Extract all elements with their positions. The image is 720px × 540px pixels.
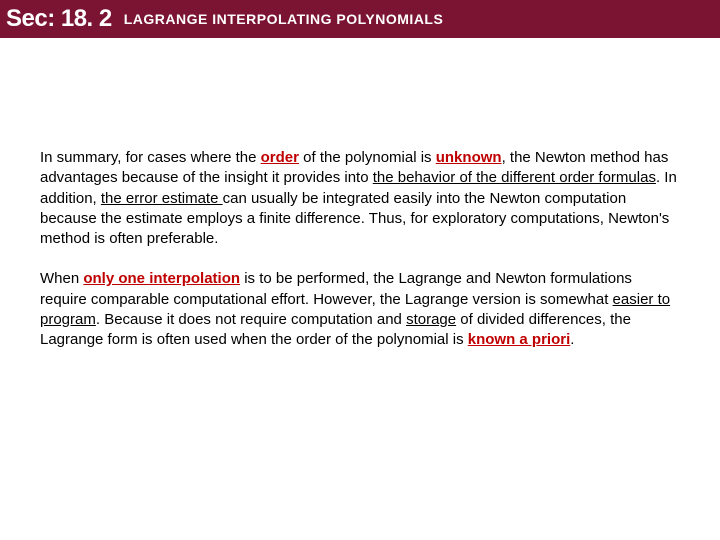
text-run: of the polynomial is: [299, 149, 436, 166]
slide-header: Sec: 18. 2 LAGRANGE INTERPOLATING POLYNO…: [0, 0, 720, 38]
highlight-known-apriori: known a priori: [468, 331, 571, 348]
highlight-only-one: only one interpolation: [83, 270, 240, 287]
highlight-order: order: [261, 149, 299, 166]
text-run: .: [570, 331, 574, 348]
paragraph-summary: In summary, for cases where the order of…: [40, 148, 680, 249]
slide-title: LAGRANGE INTERPOLATING POLYNOMIALS: [124, 11, 444, 27]
text-run: In summary, for cases where the: [40, 149, 261, 166]
paragraph-when: When only one interpolation is to be per…: [40, 269, 680, 350]
slide-content: In summary, for cases where the order of…: [0, 38, 720, 350]
underline-behavior: the behavior of the different order form…: [373, 169, 656, 186]
text-run: . Because it does not require computatio…: [96, 311, 406, 328]
section-label: Sec: 18. 2: [6, 5, 112, 33]
highlight-unknown: unknown: [436, 149, 502, 166]
underline-storage: storage: [406, 311, 456, 328]
text-run: When: [40, 270, 83, 287]
underline-error-estimate: the error estimate: [101, 190, 223, 207]
